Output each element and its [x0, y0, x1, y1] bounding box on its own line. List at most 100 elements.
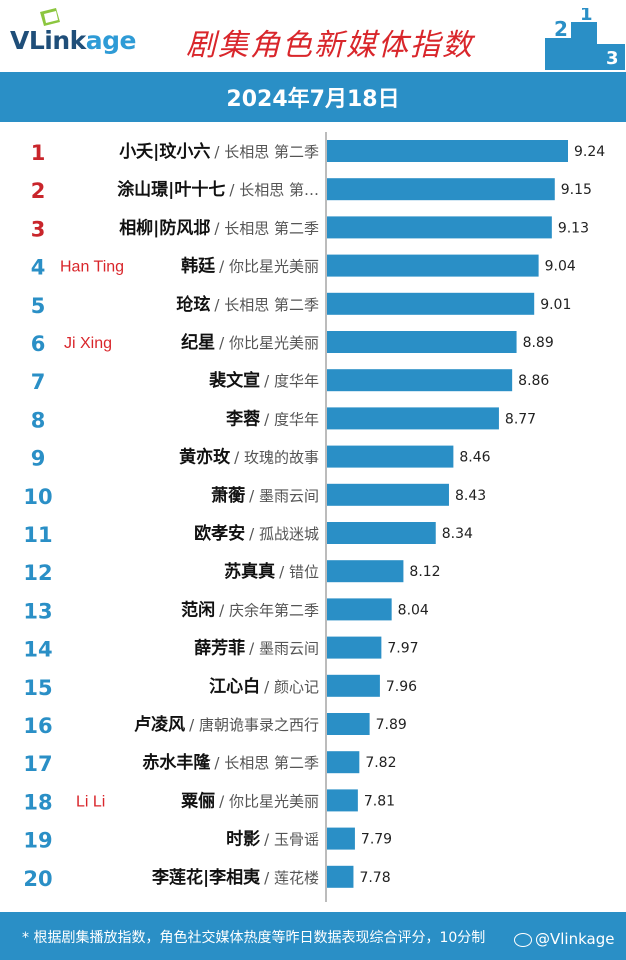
row-label: 萧蘅 / 墨雨云间: [211, 486, 319, 506]
drama-name: / 墨雨云间: [249, 640, 319, 658]
podium-icon: 2 1 3: [545, 8, 625, 70]
rank-number: 5: [31, 294, 46, 318]
bar: [327, 254, 539, 277]
value-label: 8.34: [442, 526, 473, 542]
value-label: 9.15: [561, 182, 592, 198]
value-label: 9.24: [574, 144, 605, 160]
svg-text:3: 3: [606, 48, 619, 69]
row-label: 涂山璟|叶十七 / 长相思 第…: [117, 179, 319, 200]
bar: [327, 827, 355, 850]
row-label: 玱玹 / 长相思 第二季: [176, 294, 319, 315]
character-name: 卢凌风: [134, 714, 185, 735]
row-label: 韩廷 / 你比星光美丽: [181, 256, 319, 277]
character-name: 范闲: [181, 599, 215, 620]
character-name: 萧蘅: [211, 486, 245, 506]
date-banner: [0, 72, 626, 122]
value-label: 8.46: [459, 450, 490, 466]
ranking-chart: 1 小夭|玟小六 / 长相思 第二季 9.242 涂山璟|叶十七 / 长相思 第… 9.15…: [23, 140, 605, 891]
watermark: @Vlinkage: [514, 930, 614, 948]
rank-number: 9: [31, 447, 46, 471]
bar: [327, 292, 535, 315]
bar: [327, 789, 358, 812]
character-name: 涂山璟|叶十七: [117, 179, 225, 200]
weibo-icon: [514, 932, 532, 947]
value-label: 8.43: [455, 488, 486, 504]
character-name: 李蓉: [226, 408, 260, 429]
drama-name: / 孤战迷城: [249, 525, 319, 543]
bar: [327, 751, 360, 774]
drama-name: / 错位: [279, 563, 319, 581]
rank-number: 15: [23, 676, 52, 700]
value-label: 7.89: [376, 717, 407, 733]
english-name-annotation: Han Ting: [60, 259, 124, 276]
drama-name: / 长相思 第二季: [214, 143, 319, 161]
english-name-annotation: Ji Xing: [64, 335, 112, 352]
rank-number: 3: [31, 217, 46, 241]
drama-name: / 长相思 第二季: [214, 296, 319, 314]
character-name: 玱玹: [176, 294, 210, 315]
bar: [327, 140, 568, 162]
page-title: 剧集角色新媒体指数: [186, 28, 474, 63]
logo-text-2: age: [85, 26, 137, 55]
row-label: 江心白 / 颜心记: [209, 676, 319, 697]
value-label: 7.97: [387, 641, 418, 657]
rank-number: 10: [23, 485, 52, 509]
rank-number: 17: [23, 752, 52, 776]
drama-name: / 长相思 第二季: [214, 219, 319, 237]
rank-number: 2: [31, 179, 46, 203]
character-name: 苏真真: [224, 561, 275, 582]
row-label: 裴文宣 / 度华年: [208, 370, 319, 391]
footer-note: * 根据剧集播放指数，角色社交媒体热度等昨日数据表现综合评分，10分制: [22, 930, 486, 946]
value-label: 7.78: [359, 870, 390, 886]
rank-number: 20: [23, 867, 52, 891]
bar: [327, 865, 354, 888]
drama-name: / 玫瑰的故事: [234, 449, 319, 467]
drama-name: / 长相思 第…: [229, 181, 319, 199]
character-name: 纪星: [181, 332, 215, 353]
logo-icon: [40, 8, 60, 26]
drama-name: / 你比星光美丽: [219, 334, 319, 352]
rank-number: 18: [23, 790, 52, 814]
value-label: 8.04: [398, 602, 429, 618]
value-label: 7.96: [386, 679, 417, 695]
vlinkage-logo: VLinkage: [10, 26, 137, 55]
value-label: 8.12: [409, 564, 440, 580]
header: VLinkage 剧集角色新媒体指数 2 1 3: [0, 0, 626, 72]
row-label: 李蓉 / 度华年: [226, 408, 319, 429]
character-name: 江心白: [209, 676, 260, 697]
row-label: 苏真真 / 错位: [224, 561, 319, 582]
drama-name: / 庆余年第二季: [219, 601, 319, 619]
character-name: 小夭|玟小六: [119, 141, 210, 162]
bar: [327, 216, 552, 239]
svg-text:1: 1: [580, 8, 593, 25]
rank-number: 1: [31, 141, 46, 165]
bar: [327, 522, 436, 544]
value-label: 8.77: [505, 411, 536, 427]
rank-number: 14: [23, 638, 52, 662]
bar: [327, 560, 404, 583]
bar: [327, 178, 555, 201]
character-name: 粟俪: [181, 790, 215, 811]
bar: [327, 445, 454, 468]
character-name: 李莲花|李相夷: [152, 867, 261, 888]
english-name-annotation: Li Li: [76, 793, 105, 810]
value-label: 7.79: [361, 832, 392, 848]
drama-name: / 长相思 第二季: [214, 754, 319, 772]
character-name: 赤水丰隆: [142, 752, 211, 773]
rank-number: 16: [23, 714, 52, 738]
rank-number: 8: [31, 408, 46, 432]
value-label: 8.89: [523, 335, 554, 351]
row-label: 薛芳菲 / 墨雨云间: [194, 638, 319, 659]
bar: [327, 407, 499, 430]
row-label: 范闲 / 庆余年第二季: [181, 599, 319, 620]
character-name: 相柳|防风邶: [119, 217, 210, 238]
drama-name: / 玉骨谣: [264, 831, 319, 849]
value-label: 9.04: [545, 259, 576, 275]
axis-divider: [325, 132, 327, 902]
row-label: 黄亦玫 / 玫瑰的故事: [179, 447, 319, 468]
value-label: 7.82: [365, 755, 396, 771]
bar: [327, 674, 380, 697]
row-label: 欧孝安 / 孤战迷城: [194, 523, 319, 544]
bar: [327, 369, 513, 392]
rank-number: 6: [31, 332, 46, 356]
